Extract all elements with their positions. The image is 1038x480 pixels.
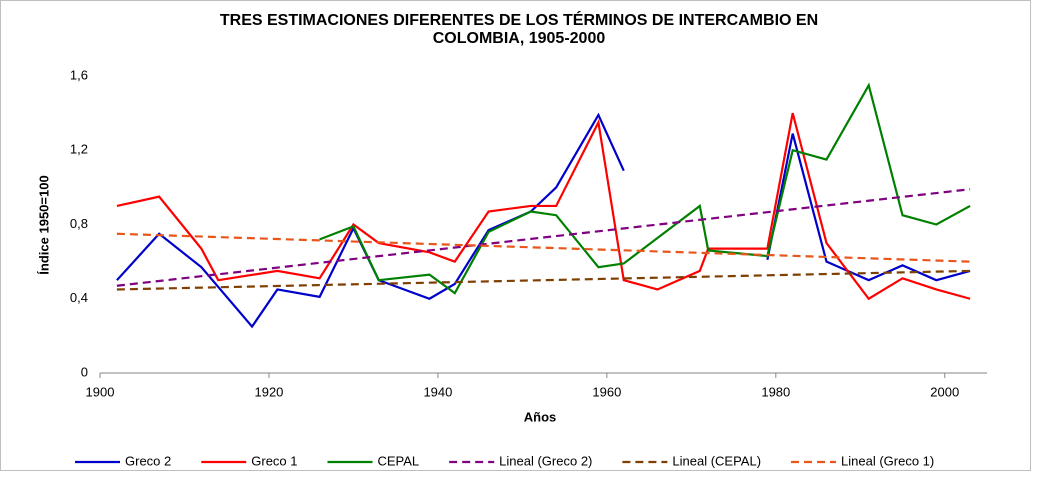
y-tick-label: 1,6 xyxy=(70,67,88,82)
y-tick-label: 1,2 xyxy=(70,142,88,157)
series-line xyxy=(116,188,971,287)
series-line xyxy=(116,269,971,291)
legend-label: Greco 2 xyxy=(125,453,171,468)
series-line xyxy=(116,112,971,301)
chart-frame xyxy=(0,0,1031,471)
x-tick-label: 1920 xyxy=(254,384,283,399)
x-axis-label: Años xyxy=(524,409,557,424)
series-line xyxy=(116,112,625,329)
series-line xyxy=(319,82,971,295)
x-tick-label: 1960 xyxy=(592,384,621,399)
legend-label: CEPAL xyxy=(378,453,420,468)
x-tick-label: 1980 xyxy=(761,384,790,399)
y-tick-label: 0,8 xyxy=(70,216,88,231)
x-tick-label: 2000 xyxy=(930,384,959,399)
legend-label: Lineal (CEPAL) xyxy=(672,453,761,468)
x-tick-label: 1940 xyxy=(423,384,452,399)
series-line xyxy=(766,133,971,282)
legend-label: Lineal (Greco 1) xyxy=(841,453,934,468)
y-axis-label: Índice 1950=100 xyxy=(36,175,51,274)
x-tick-label: 1900 xyxy=(86,384,115,399)
y-tick-label: 0 xyxy=(81,364,88,379)
y-tick-label: 0,4 xyxy=(70,290,88,305)
chart-title: TRES ESTIMACIONES DIFERENTES DE LOS TÉRM… xyxy=(219,12,819,47)
legend-label: Greco 1 xyxy=(251,453,297,468)
legend-label: Lineal (Greco 2) xyxy=(499,453,592,468)
